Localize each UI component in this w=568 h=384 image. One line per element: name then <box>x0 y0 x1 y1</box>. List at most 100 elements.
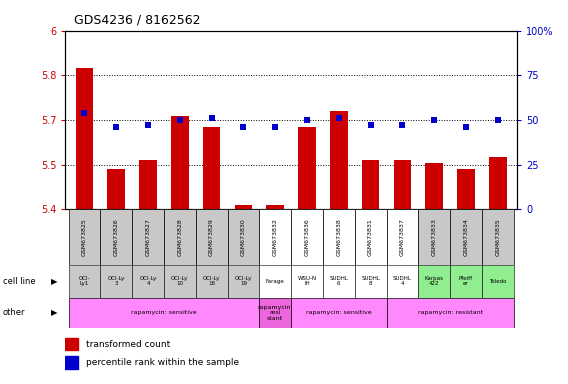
Bar <box>196 209 228 265</box>
Text: ▶: ▶ <box>51 277 57 286</box>
Text: GSM673833: GSM673833 <box>432 218 437 256</box>
Text: Karpas
422: Karpas 422 <box>425 276 444 286</box>
Bar <box>107 169 125 209</box>
Text: SUDHL
8: SUDHL 8 <box>361 276 380 286</box>
Text: GSM673826: GSM673826 <box>114 218 119 256</box>
Bar <box>69 298 260 328</box>
Bar <box>235 205 252 209</box>
Text: Pfeiff
er: Pfeiff er <box>459 276 473 286</box>
Bar <box>323 265 354 298</box>
Text: GSM673827: GSM673827 <box>145 218 151 256</box>
Text: OCI-Ly
4: OCI-Ly 4 <box>139 276 157 286</box>
Point <box>207 115 216 121</box>
Text: GSM673838: GSM673838 <box>336 218 341 256</box>
Bar <box>164 265 196 298</box>
Bar <box>132 209 164 265</box>
Point <box>334 115 343 121</box>
Text: GSM673830: GSM673830 <box>241 218 246 256</box>
Point <box>398 122 407 128</box>
Text: rapamycin: sensitive: rapamycin: sensitive <box>131 310 197 316</box>
Bar <box>386 265 418 298</box>
Bar <box>139 160 157 209</box>
Bar <box>457 169 475 209</box>
Point <box>239 124 248 130</box>
Point <box>112 124 121 130</box>
Bar <box>101 265 132 298</box>
Text: rapamycin: resistant: rapamycin: resistant <box>417 310 483 316</box>
Text: GSM673836: GSM673836 <box>304 218 310 256</box>
Bar <box>450 265 482 298</box>
Text: WSU-N
IH: WSU-N IH <box>298 276 316 286</box>
Bar <box>228 265 260 298</box>
Text: GSM673835: GSM673835 <box>495 218 500 256</box>
Text: Farage: Farage <box>266 279 285 284</box>
Text: Toledo: Toledo <box>489 279 507 284</box>
Text: OCI-Ly
19: OCI-Ly 19 <box>235 276 252 286</box>
Text: OCI-
Ly1: OCI- Ly1 <box>78 276 90 286</box>
Bar <box>164 209 196 265</box>
Text: other: other <box>3 308 26 318</box>
Bar <box>354 265 386 298</box>
Text: OCI-Ly
18: OCI-Ly 18 <box>203 276 220 286</box>
Point <box>144 122 153 128</box>
Bar <box>323 209 354 265</box>
Text: SUDHL
4: SUDHL 4 <box>393 276 412 286</box>
Bar <box>101 209 132 265</box>
Point <box>302 117 311 123</box>
Bar <box>228 209 260 265</box>
Bar <box>489 157 507 209</box>
Text: rapamycin: sensitive: rapamycin: sensitive <box>306 310 371 316</box>
Bar <box>76 68 93 209</box>
Point <box>493 117 502 123</box>
Text: OCI-Ly
3: OCI-Ly 3 <box>107 276 125 286</box>
Bar <box>69 265 101 298</box>
Bar <box>418 265 450 298</box>
Bar <box>69 209 101 265</box>
Text: GSM673837: GSM673837 <box>400 218 405 256</box>
Point <box>176 117 185 123</box>
Text: cell line: cell line <box>3 277 35 286</box>
Point <box>271 124 280 130</box>
Text: rapamycin:
resi
stant: rapamycin: resi stant <box>257 305 293 321</box>
Text: GSM673828: GSM673828 <box>177 218 182 256</box>
Bar <box>386 209 418 265</box>
Bar <box>196 265 228 298</box>
Bar <box>298 127 316 209</box>
Bar <box>266 205 284 209</box>
Bar <box>132 265 164 298</box>
Bar <box>482 265 513 298</box>
Text: GSM673825: GSM673825 <box>82 218 87 256</box>
Bar <box>65 338 78 350</box>
Text: ▶: ▶ <box>51 308 57 318</box>
Bar <box>291 209 323 265</box>
Point <box>80 110 89 116</box>
Text: GDS4236 / 8162562: GDS4236 / 8162562 <box>74 13 201 26</box>
Bar <box>394 160 411 209</box>
Bar <box>260 298 291 328</box>
Point <box>429 117 438 123</box>
Text: OCI-Ly
10: OCI-Ly 10 <box>171 276 189 286</box>
Bar <box>291 298 386 328</box>
Point <box>461 124 470 130</box>
Bar <box>418 209 450 265</box>
Bar <box>291 265 323 298</box>
Bar <box>260 209 291 265</box>
Text: transformed count: transformed count <box>86 339 170 349</box>
Bar <box>171 116 189 209</box>
Bar <box>330 111 348 209</box>
Bar <box>425 163 443 209</box>
Bar <box>362 160 379 209</box>
Text: GSM673831: GSM673831 <box>368 218 373 256</box>
Bar <box>65 356 78 369</box>
Bar <box>203 127 220 209</box>
Bar <box>354 209 386 265</box>
Bar <box>386 298 513 328</box>
Text: GSM673829: GSM673829 <box>209 218 214 256</box>
Text: GSM673832: GSM673832 <box>273 218 278 256</box>
Bar <box>260 265 291 298</box>
Text: SUDHL
6: SUDHL 6 <box>329 276 348 286</box>
Bar <box>482 209 513 265</box>
Text: GSM673834: GSM673834 <box>463 218 469 256</box>
Bar <box>450 209 482 265</box>
Point <box>366 122 375 128</box>
